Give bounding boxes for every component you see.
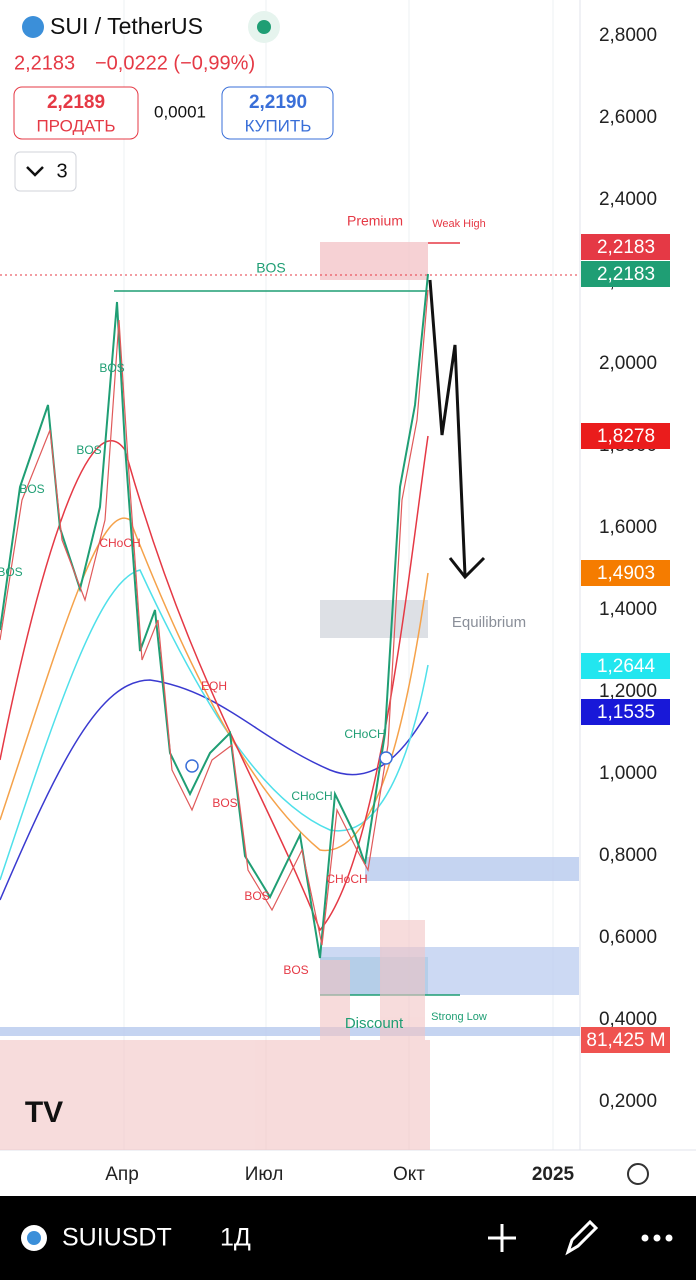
toolbar-interval[interactable]: 1Д [220,1224,251,1252]
volume [0,920,430,1150]
price-axis-label: 2,6000 [599,107,657,128]
annotation: Weak High [432,218,486,230]
annotation: CHoCH [291,789,332,803]
annotation: BOS [212,796,237,810]
price-axis-label: 0,4000 [599,1009,657,1030]
annotation: BOS [19,482,44,496]
time-axis-label: Июл [245,1164,284,1185]
order-block [320,947,579,995]
sell-label: ПРОДАТЬ [36,116,115,135]
annotation: CHoCH [344,727,385,741]
price-axis-label: 2,0000 [599,353,657,374]
price-tag [581,699,670,725]
ma-line [0,517,429,851]
price-axis-label: 0,8000 [599,845,657,866]
annotation: BOS [76,443,101,457]
price-axis-label: 2,4000 [599,189,657,210]
annotation: Strong Low [431,1011,487,1023]
annotations: Premium Weak High BOS BOS BOS BOS BOS CH… [0,213,526,1032]
price-tag-label: 2,2183 [597,237,655,258]
marker [185,759,199,773]
price-tag [581,261,670,287]
annotation: CHoCH [99,536,140,550]
toolbar [0,1196,696,1280]
order-block [0,1027,580,1036]
annotation: BOS [0,565,23,579]
price-tag [581,423,670,449]
price-tag-label: 2,2183 [597,264,655,285]
buy-button[interactable] [221,86,334,140]
price-path [0,289,429,946]
projection-arrow [428,279,467,576]
price-tag [581,234,670,260]
price-tag-label: 1,2644 [597,656,656,677]
buy-price: 2,2190 [249,92,307,113]
more-icon[interactable] [641,1234,673,1242]
annotation: Discount [345,1015,404,1032]
equilibrium-zone [320,600,428,638]
annotation: EQH [201,679,227,693]
coin-icon [22,16,44,38]
price-axis-label: 0,2000 [599,1091,657,1112]
price-tag-label: 1,8278 [597,426,655,447]
buy-label: КУПИТЬ [245,116,312,135]
annotation: CHoCH [326,872,367,886]
price-axis-label: 1,6000 [599,517,657,538]
premium-zone [320,242,428,280]
price-axis-label: 0,6000 [599,927,657,948]
last-price: 2,2183 [14,52,75,74]
price-tag [581,1027,670,1053]
price-change: −0,0222 (−0,99%) [95,52,255,74]
price-tags: 2,2183 2,2183 1,8278 1,4903 1,2644 1,1535 81,4… [581,234,670,1053]
toolbar-symbol[interactable]: SUIUSDT [62,1224,172,1252]
coin-icon [27,1231,41,1245]
marker [379,751,393,765]
settings-icon[interactable] [627,1163,649,1185]
time-axis: Апр Июл Окт 2025 [105,1164,574,1185]
price-axis-label: 2,8000 [599,25,657,46]
price-tag [581,560,670,586]
ma-line [0,569,429,881]
price-axis-label: 1,0000 [599,763,657,784]
status-dot [257,20,271,34]
time-axis-label: Окт [393,1164,425,1185]
sell-button[interactable] [13,86,139,140]
annotation: BOS [256,260,286,276]
price-tag [581,653,670,679]
indicators-count: 3 [56,160,67,182]
time-axis-label: Апр [105,1164,139,1185]
indicators-toggle[interactable] [14,151,77,192]
annotation: BOS [244,889,269,903]
toolbar-icons[interactable] [488,1219,599,1256]
price-axis-label: 1,2000 [599,681,657,702]
chevron [26,166,44,177]
price-tag-label: 1,1535 [597,702,655,723]
spread: 0,0001 [154,102,206,121]
annotation: BOS [283,963,308,977]
price-axis-label: 1,4000 [599,599,657,620]
price-tag-label: 81,425 M [586,1030,665,1051]
ma-line [0,679,429,901]
arrow-head [448,556,486,580]
order-block [365,857,579,881]
annotation: Equilibrium [452,614,526,631]
annotation: Premium [347,213,403,229]
time-axis-label: 2025 [532,1164,575,1185]
logo: TV [25,1096,63,1129]
price-axis: 2,80002,60002,40002,20002,00001,80001,60… [599,25,657,1112]
symbol: SUI / TetherUS [50,13,203,39]
annotation: BOS [99,361,124,375]
sell-price: 2,2189 [47,92,105,113]
price-tag-label: 1,4903 [597,563,655,584]
